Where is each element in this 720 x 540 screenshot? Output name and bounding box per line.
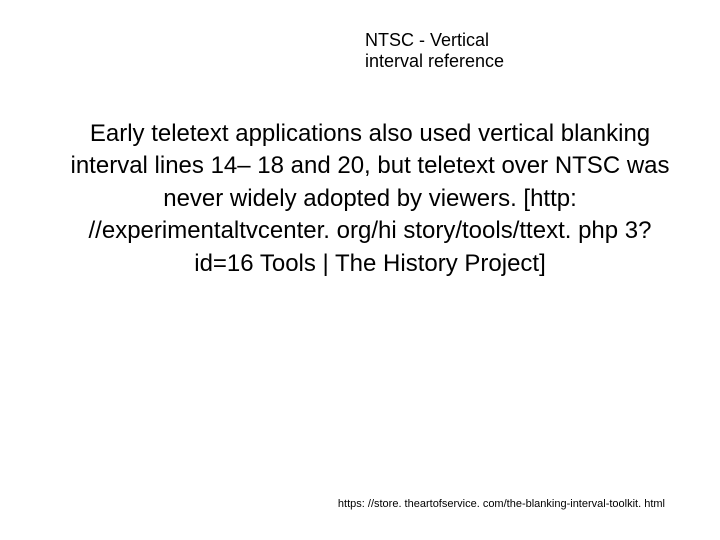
slide-title-wrapper: NTSC - Vertical interval reference bbox=[0, 30, 720, 72]
footer-url: https: //store. theartofservice. com/the… bbox=[338, 498, 665, 510]
slide-body-text: Early teletext applications also used ve… bbox=[70, 118, 670, 280]
slide-container: NTSC - Vertical interval reference Early… bbox=[0, 0, 720, 540]
slide-title: NTSC - Vertical interval reference bbox=[365, 30, 540, 72]
